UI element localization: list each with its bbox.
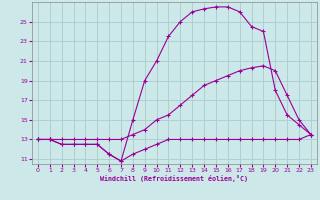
X-axis label: Windchill (Refroidissement éolien,°C): Windchill (Refroidissement éolien,°C) — [100, 175, 248, 182]
